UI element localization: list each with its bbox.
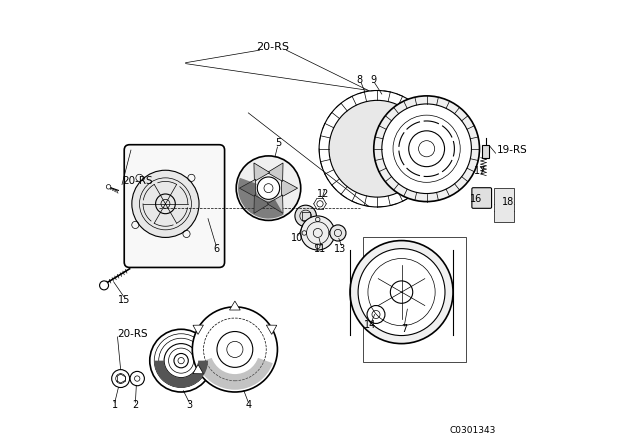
Circle shape — [358, 249, 445, 336]
Text: 15: 15 — [118, 295, 130, 305]
Text: 1: 1 — [112, 401, 118, 410]
Circle shape — [350, 241, 453, 344]
Polygon shape — [254, 163, 269, 181]
Text: C0301343: C0301343 — [449, 426, 495, 435]
Text: 19-RS: 19-RS — [497, 145, 528, 155]
Circle shape — [192, 307, 277, 392]
FancyBboxPatch shape — [494, 188, 514, 222]
FancyBboxPatch shape — [472, 188, 492, 208]
Circle shape — [111, 370, 129, 388]
Circle shape — [100, 281, 109, 290]
Circle shape — [319, 90, 436, 207]
Wedge shape — [238, 178, 284, 219]
Text: 4: 4 — [245, 401, 252, 410]
Circle shape — [330, 225, 346, 241]
Polygon shape — [193, 325, 204, 334]
Text: 6: 6 — [213, 244, 219, 254]
FancyBboxPatch shape — [124, 145, 225, 267]
Circle shape — [295, 205, 316, 227]
Text: 17: 17 — [474, 166, 486, 176]
Circle shape — [329, 100, 426, 197]
FancyBboxPatch shape — [482, 145, 490, 158]
Text: 12: 12 — [317, 189, 330, 198]
Circle shape — [130, 371, 145, 386]
Circle shape — [257, 177, 280, 199]
Circle shape — [301, 216, 335, 250]
Polygon shape — [268, 163, 283, 181]
Text: 13: 13 — [334, 244, 346, 254]
Text: 20-RS: 20-RS — [118, 329, 148, 339]
Text: 7: 7 — [401, 324, 407, 334]
Polygon shape — [230, 301, 240, 310]
Polygon shape — [266, 325, 276, 334]
Text: 14: 14 — [364, 320, 376, 330]
Circle shape — [132, 170, 199, 237]
Text: 11: 11 — [314, 244, 326, 254]
Circle shape — [236, 156, 301, 220]
Text: 20-RS: 20-RS — [257, 42, 289, 52]
Text: 20-RS: 20-RS — [122, 177, 152, 186]
Circle shape — [382, 104, 472, 194]
Polygon shape — [268, 195, 283, 213]
Circle shape — [150, 329, 212, 392]
Text: 8: 8 — [356, 75, 362, 85]
Wedge shape — [197, 358, 273, 390]
Circle shape — [106, 185, 111, 189]
Circle shape — [374, 96, 479, 202]
Text: 18: 18 — [502, 198, 515, 207]
Polygon shape — [239, 179, 255, 197]
Wedge shape — [154, 361, 208, 388]
Polygon shape — [193, 365, 204, 374]
Text: 9: 9 — [371, 75, 377, 85]
Text: 2: 2 — [132, 401, 138, 410]
Polygon shape — [254, 195, 269, 213]
Text: 3: 3 — [186, 401, 192, 410]
Text: 5: 5 — [276, 138, 282, 148]
Polygon shape — [282, 179, 298, 197]
Text: 16: 16 — [470, 194, 482, 204]
Text: 10: 10 — [291, 233, 303, 243]
